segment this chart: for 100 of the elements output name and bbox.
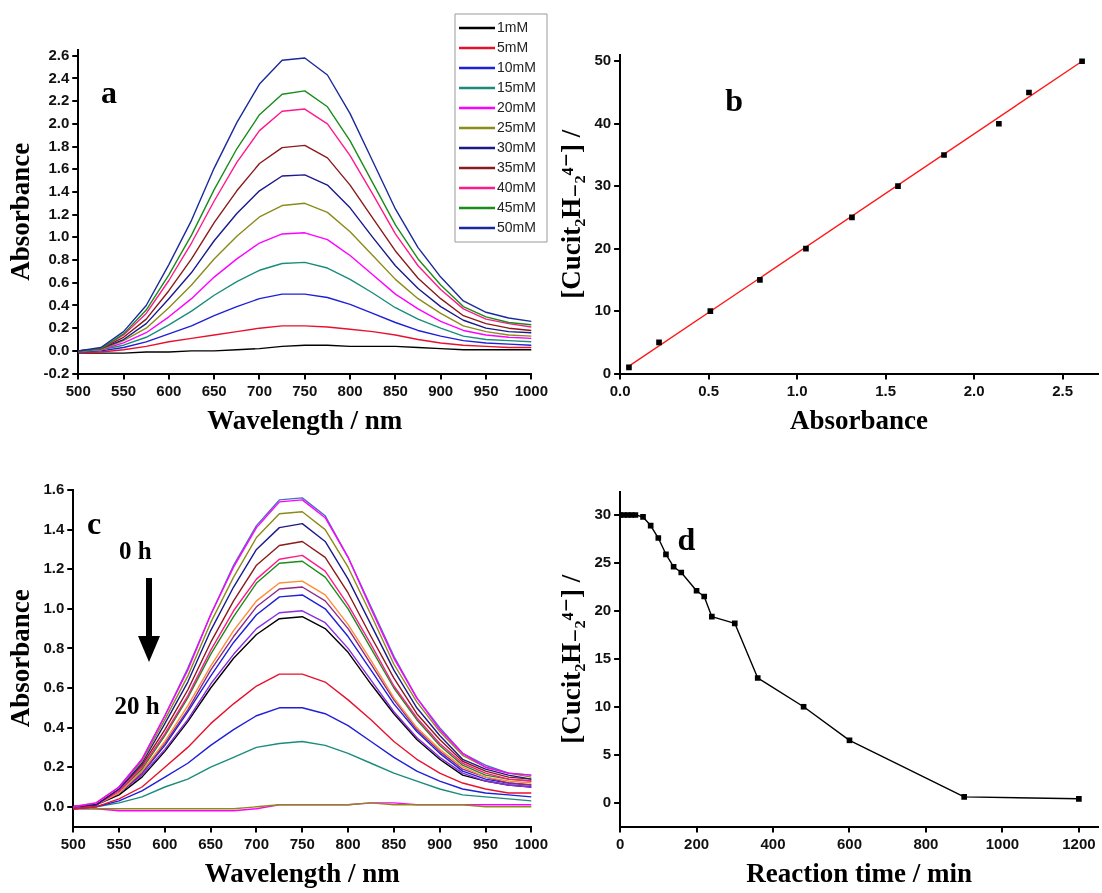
legend-label: 30mM	[497, 138, 536, 155]
y-tick-label: 30	[594, 176, 612, 194]
x-tick-label: 550	[106, 834, 132, 852]
y-axis-title: [Cucit₂H₋₂⁴⁻] /	[556, 574, 587, 744]
y-tick-label: 0.0	[43, 796, 65, 814]
x-tick-label: 600	[152, 834, 178, 852]
x-axis-title: Wavelength / nm	[204, 857, 401, 888]
y-tick-label: 0.4	[43, 717, 65, 735]
annotation: 0 h	[119, 537, 152, 565]
x-tick-label: 850	[382, 381, 408, 399]
y-tick-label: 1.2	[43, 559, 65, 577]
x-tick-label: 700	[243, 834, 269, 852]
y-tick-label: 50	[594, 51, 612, 69]
legend-label: 40mM	[497, 178, 536, 195]
x-tick-label: 1000	[985, 834, 1020, 852]
point	[656, 339, 662, 346]
y-tick-label: 2.2	[48, 91, 70, 109]
legend-label: 35mM	[497, 158, 536, 175]
y-tick-label: 1.2	[48, 204, 70, 222]
point	[757, 277, 763, 283]
legend-label: 15mM	[497, 78, 536, 95]
x-tick-label: 800	[913, 834, 939, 852]
annotation: 20 h	[114, 692, 160, 720]
legend-label: 1mM	[497, 18, 529, 35]
y-tick-label: 2.6	[48, 45, 70, 63]
point	[803, 245, 809, 252]
point	[663, 551, 669, 558]
y-axis-title: Absorbance	[5, 142, 36, 281]
y-tick-label: 0	[602, 363, 612, 381]
y-tick-label: 20	[594, 238, 612, 256]
x-tick-label: 950	[473, 381, 499, 399]
point	[1076, 795, 1082, 802]
point	[941, 152, 947, 158]
y-tick-label: 0.8	[48, 250, 70, 268]
point	[647, 522, 654, 529]
point	[849, 214, 855, 221]
x-tick-label: 0.5	[698, 381, 720, 399]
y-tick-label: 2.4	[48, 68, 70, 86]
legend-label: 5mM	[497, 38, 529, 55]
point	[655, 535, 662, 541]
y-tick-label: 1.8	[48, 136, 70, 154]
y-tick-label: 0.0	[48, 341, 70, 359]
y-tick-label: 1.4	[48, 182, 70, 200]
x-tick-label: 950	[472, 834, 499, 852]
point	[678, 569, 685, 576]
legend-label: 25mM	[497, 118, 536, 135]
legend-label: 20mM	[497, 98, 536, 115]
y-tick-label: 0.6	[43, 678, 65, 696]
y-tick-label: 0.8	[43, 638, 65, 656]
y-tick-label: 10	[594, 696, 612, 714]
x-tick-label: 850	[381, 834, 407, 852]
x-tick-label: 800	[337, 381, 363, 399]
x-tick-label: 600	[836, 834, 862, 852]
annotation: c	[86, 505, 102, 542]
y-tick-label: 20	[594, 601, 612, 619]
annotation: b	[725, 82, 744, 119]
y-tick-label: 0.2	[48, 318, 70, 336]
x-tick-label: 750	[289, 834, 315, 852]
y-tick-label: -0.2	[43, 363, 70, 381]
point	[693, 587, 700, 594]
y-tick-label: 2.0	[48, 113, 70, 131]
y-axis-title: Absorbance	[5, 589, 36, 728]
x-axis-title: Wavelength / nm	[207, 404, 403, 435]
y-tick-label: 0	[602, 792, 612, 810]
y-tick-label: 15	[594, 648, 612, 666]
y-tick-label: 40	[594, 113, 612, 131]
x-tick-label: 2.0	[963, 381, 985, 399]
y-tick-label: 0.4	[48, 295, 70, 313]
x-tick-label: 1000	[514, 381, 548, 399]
x-tick-label: 1.0	[786, 381, 808, 399]
y-tick-label: 5	[602, 744, 612, 762]
point	[961, 794, 968, 800]
x-tick-label: 200	[684, 834, 710, 852]
x-tick-label: 800	[335, 834, 361, 852]
x-tick-label: 400	[760, 834, 786, 852]
y-tick-label: 25	[594, 553, 612, 571]
x-tick-label: 600	[156, 381, 182, 399]
y-tick-label: 30	[594, 505, 612, 523]
point	[846, 737, 853, 744]
legend-label: 50mM	[497, 218, 536, 235]
y-tick-label: 1.6	[43, 480, 65, 498]
legend-label: 45mM	[497, 198, 536, 215]
point	[754, 675, 761, 681]
x-tick-label: 650	[198, 834, 224, 852]
y-axis-title: [Cucit₂H₋₂⁴⁻] /	[556, 129, 587, 299]
legend-label: 10mM	[497, 58, 536, 75]
x-tick-label: 2.5	[1052, 381, 1074, 399]
x-tick-label: 1000	[514, 834, 548, 852]
x-tick-label: 550	[111, 381, 137, 399]
annotation: d	[677, 520, 696, 557]
x-axis-title: Absorbance	[790, 404, 929, 435]
x-tick-label: 900	[428, 381, 454, 399]
point	[640, 514, 646, 520]
point	[731, 620, 738, 627]
point	[996, 120, 1002, 127]
point	[1026, 89, 1032, 96]
y-tick-label: 1.0	[48, 227, 70, 245]
y-tick-label: 1.0	[43, 598, 65, 616]
x-tick-label: 1.5	[875, 381, 897, 399]
x-tick-label: 900	[427, 834, 453, 852]
